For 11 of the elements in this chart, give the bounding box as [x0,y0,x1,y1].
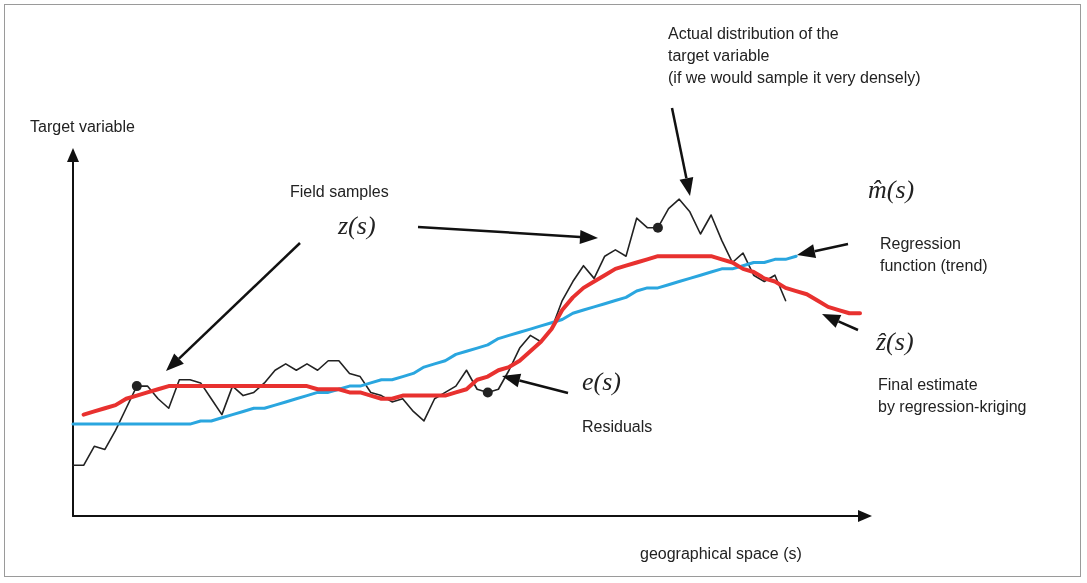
text: Regression function (trend) [880,234,988,274]
x-axis-title: geographical space (s) [640,544,802,562]
annotation: e(s) [582,366,621,396]
text: Actual distribution of the target variable (if we would sample it very densely) [668,24,921,86]
text: ẑ(s) [875,326,914,356]
text: m̂(s) [868,174,915,204]
annotation: Field samples [290,182,389,200]
annotation: Residuals [582,417,653,435]
text: Final estimate by regression-kriging [878,375,1027,415]
annotation: z(s) [337,210,376,240]
y-axis-title: Target variable [30,117,136,135]
